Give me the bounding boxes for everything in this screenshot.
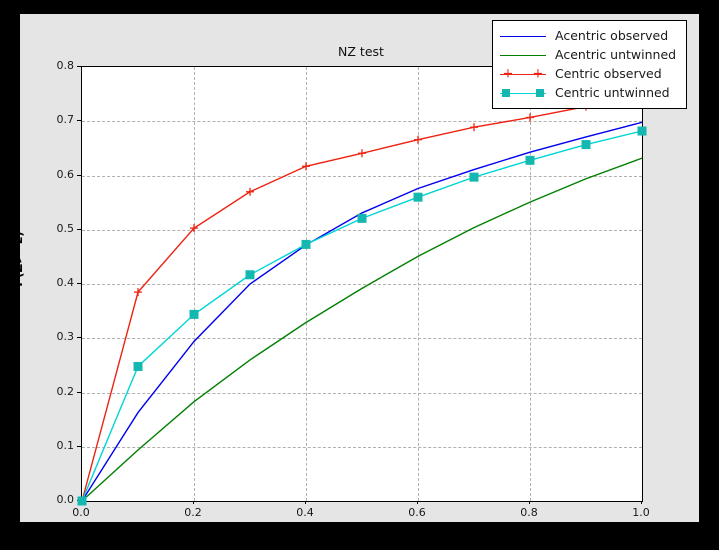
y-tick-mark [77, 66, 81, 67]
y-tick-label: 0.2 [56, 384, 75, 398]
y-tick-label: 0.6 [56, 167, 75, 181]
y-tick-mark [77, 391, 81, 393]
data-point-marker-plus [134, 288, 142, 297]
series-line-acentric-observed [81, 121, 643, 502]
series-line-centric-untwinned [81, 130, 643, 502]
x-tick-label: 0.4 [296, 506, 314, 519]
y-tick-label: 0.4 [56, 276, 75, 289]
chart-title: NZ test [338, 44, 384, 59]
y-tick-mark [77, 120, 81, 122]
data-point-marker-square [581, 140, 591, 150]
data-point-marker-square [77, 496, 87, 506]
data-point-marker-plus [246, 187, 254, 196]
y-tick-mark [77, 228, 81, 230]
legend-label: Centric untwinned [555, 85, 670, 100]
data-point-marker-square [357, 213, 367, 223]
data-point-marker-plus [470, 123, 478, 132]
legend-square-marker-icon [502, 88, 510, 97]
data-point-marker-square [189, 309, 199, 319]
data-point-marker-square [413, 192, 423, 202]
data-point-marker-square [245, 270, 255, 280]
x-tick-mark [417, 500, 418, 504]
data-point-marker-plus [190, 224, 198, 233]
y-axis-label: P(Z>=z) [11, 231, 25, 287]
legend-plus-marker-icon: + [502, 66, 514, 81]
y-tick-label: 0.3 [56, 330, 75, 344]
data-point-marker-plus [358, 149, 366, 158]
legend-item-centric-observed[interactable]: + + Centric observed [500, 64, 679, 83]
x-tick-label: 0.0 [72, 506, 90, 519]
legend-swatch-line-icon [500, 28, 546, 44]
legend-swatch-plus-marker-icon: + + [500, 66, 546, 82]
data-point-marker-square [133, 361, 143, 371]
data-point-marker-plus [302, 162, 310, 171]
y-tick-mark [77, 174, 81, 176]
y-tick-mark [77, 337, 81, 339]
y-tick-label: 0.0 [56, 493, 75, 506]
legend-line-icon [500, 73, 546, 75]
legend-label: Acentric observed [555, 28, 669, 43]
legend-item-centric-untwinned[interactable]: Centric untwinned [500, 83, 679, 102]
x-tick-mark [193, 500, 194, 504]
plot-area [77, 66, 647, 506]
x-tick-label: 0.6 [408, 506, 426, 519]
legend-line-icon [500, 92, 546, 94]
y-tick-mark [77, 283, 81, 284]
x-tick-mark [305, 500, 306, 504]
data-point-marker-square [301, 239, 311, 249]
legend-square-marker-icon [536, 88, 544, 97]
series-line-acentric-untwinned [81, 157, 643, 502]
chart-curves [77, 91, 647, 506]
legend-item-acentric-untwinned[interactable]: Acentric untwinned [500, 45, 679, 64]
data-point-marker-plus [526, 113, 534, 122]
legend-label: Centric observed [555, 66, 662, 81]
data-point-marker-square [525, 155, 535, 165]
y-tick-mark [77, 445, 81, 447]
legend-line-icon [500, 54, 546, 56]
y-tick-label: 0.5 [56, 221, 75, 235]
chart-legend: Acentric observed Acentric untwinned + + … [492, 20, 687, 109]
data-point-marker-plus [414, 135, 422, 144]
legend-swatch-line-icon [500, 47, 546, 63]
y-tick-label: 0.1 [56, 438, 75, 452]
x-tick-label: 1.0 [632, 506, 650, 519]
y-tick-label: 0.7 [56, 113, 75, 127]
legend-line-icon [500, 35, 546, 37]
matplotlib-figure: NZ test P(Z>=z) Z 0.0 0.1 0.2 0.3 0.4 0.5 0.6 0… [11, 14, 699, 534]
x-tick-label: 0.2 [184, 506, 202, 519]
x-tick-label: 0.8 [520, 506, 538, 519]
y-tick-label: 0.8 [56, 59, 75, 72]
data-point-marker-square [637, 126, 647, 136]
legend-label: Acentric untwinned [555, 47, 677, 62]
data-point-marker-square [469, 172, 479, 182]
legend-plus-marker-icon: + [532, 66, 544, 81]
x-axis-label: Z [356, 520, 366, 534]
legend-item-acentric-observed[interactable]: Acentric observed [500, 26, 679, 45]
x-tick-mark [641, 500, 642, 504]
x-tick-mark [529, 500, 530, 504]
legend-swatch-square-marker-icon [500, 85, 546, 101]
